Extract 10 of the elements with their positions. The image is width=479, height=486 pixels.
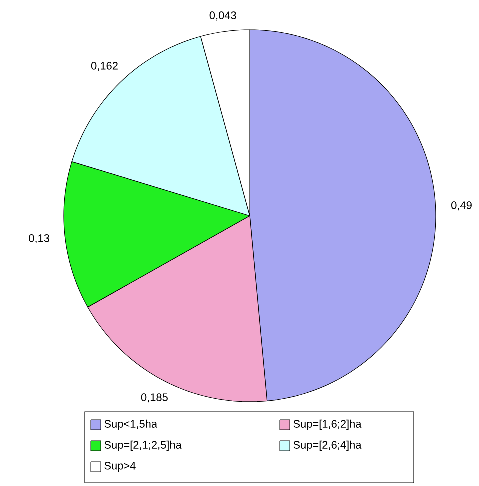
legend-label: Sup>4 (104, 462, 136, 472)
legend-label: Sup=[2,6;4]ha (294, 440, 362, 452)
data-label: 0,043 (210, 12, 236, 21)
data-label: 0,13 (29, 234, 50, 244)
data-label: 0,185 (141, 394, 168, 403)
legend-label: Sup<1,5ha (104, 420, 158, 430)
data-label: 0,162 (91, 62, 118, 72)
data-label: 0,49 (452, 202, 472, 211)
legend-label: Sup=[1,6;2]ha (294, 420, 362, 430)
legend-label: Sup=[2,1;2,5]ha (104, 440, 182, 452)
